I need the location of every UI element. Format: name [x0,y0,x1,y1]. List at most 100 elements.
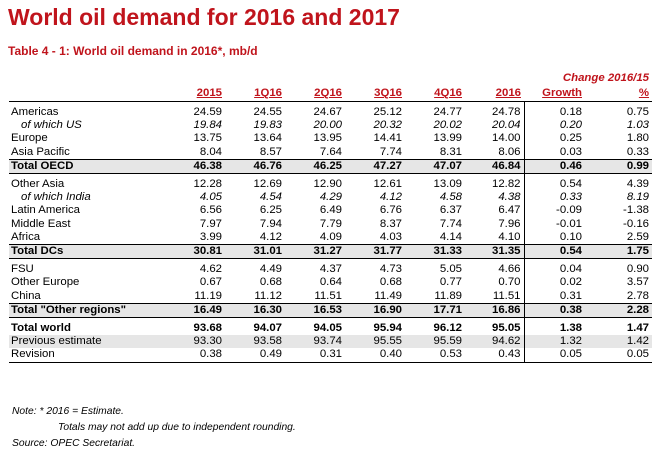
table-row-americas: Americas 24.59 24.55 24.67 25.12 24.77 24.78 0.… [9,106,652,120]
table-cell: 31.33 [405,244,465,260]
col-header-1q16: 1Q16 [225,86,285,102]
table-cell: 6.25 [259,204,282,217]
table-cell: 93.74 [285,335,345,349]
header-row-top: Change 2016/15 [9,70,652,86]
row-label: China [11,289,41,302]
table-cell: 4.54 [259,191,282,204]
table-cell: 3.99 [199,230,222,243]
table-cell: 0.18 [523,106,585,120]
table-cell: 6.56 [199,204,222,217]
table-cell: 24.78 [491,106,521,118]
table-cell: 5.05 [439,263,462,276]
table-cell: 13.95 [313,132,342,145]
note-source: Source: OPEC Secretariat. [12,438,136,449]
table-cell: 4.09 [319,230,342,243]
table-cell: 11.51 [314,289,342,302]
table-cell: 20.00 [313,119,342,132]
table-cell: -0.09 [523,204,585,218]
col-header-4q16: 4Q16 [405,86,465,102]
col-header-percent: % [585,86,653,102]
table-cell: 46.38 [160,158,225,175]
table-cell: 94.07 [253,322,282,335]
table-cell: 6.76 [379,204,402,217]
table-cell: 46.76 [225,158,285,175]
table-cell: 0.68 [379,276,402,289]
table-cell: 16.53 [285,302,345,319]
row-label: Middle East [11,217,71,230]
table-cell: 2.59 [626,230,650,243]
table-cell: 6.49 [319,204,342,217]
row-label: of which US [21,119,82,132]
table-cell: 30.81 [160,244,225,260]
table-cell: 4.73 [379,263,402,276]
table-cell: 7.74 [379,145,402,158]
table-cell: 24.59 [193,106,222,118]
table-row-revision: Revision 0.38 0.49 0.31 0.40 0.53 0.43 0.05 0.05 [9,348,653,363]
table-cell: 4.49 [259,263,282,276]
table-cell: 4.29 [319,191,342,204]
table-cell: 3.57 [626,276,650,289]
row-label: Revision [9,348,160,363]
table-cell: 4.05 [199,191,222,204]
table-cell: 2.78 [626,289,650,302]
table-cell: 13.09 [433,178,462,191]
table-cell: 11.49 [374,289,402,302]
table-cell: 7.96 [498,217,521,230]
spacer-row [9,258,652,264]
row-label: Europe [11,132,48,145]
table-cell: 7.79 [319,217,342,230]
table-cell: 0.05 [523,348,585,363]
table-cell: 0.31 [285,348,345,363]
table-row-total-other-regions: Total "Other regions" 16.49 16.30 16.53 16.9… [9,302,653,319]
table-row-total-world: Total world 93.68 94.07 94.05 95.94 96.12 95.0… [9,322,652,336]
table-row-of-which-us: of which US 19.84 19.83 20.00 20.32 20.02 20.0… [9,119,652,133]
table-cell: 12.69 [253,178,282,191]
table-cell: 2.28 [585,302,653,319]
table-cell: 13.75 [193,132,222,145]
table-row-middle-east: Middle East 7.97 7.94 7.79 8.37 7.74 7.96 -0.01… [9,217,652,231]
table-cell: 0.54 [523,244,585,260]
table-cell: 19.84 [193,119,222,132]
table-row-previous-estimate: Previous estimate 93.30 93.58 93.74 95.55 95.… [9,335,653,349]
table-cell: 96.12 [433,322,462,335]
table-cell: 0.31 [523,289,585,304]
table-cell: 12.61 [373,178,402,191]
table-cell: 12.82 [491,178,521,191]
table-cell: 19.83 [253,119,282,132]
oil-demand-table: Change 2016/15 2015 1Q16 2Q16 3Q16 4Q16 … [9,70,653,363]
table-cell: 20.04 [491,119,521,132]
table-cell: 4.12 [379,191,402,204]
table-cell: 31.27 [285,244,345,260]
table-cell: 24.67 [313,106,342,118]
table-cell: 95.59 [405,335,465,349]
table-row-latin-america: Latin America 6.56 6.25 6.49 6.76 6.37 6.47 -0.… [9,204,652,218]
table-cell: 0.67 [199,276,222,289]
table-cell: 0.46 [523,158,585,175]
row-label: of which India [21,191,91,204]
table-cell: 14.00 [491,132,521,145]
table-cell: 31.01 [225,244,285,260]
table-cell: 0.05 [585,348,653,363]
row-label: Total DCs [9,244,160,260]
table-cell: 0.68 [259,276,282,289]
table-cell: 7.64 [319,145,342,158]
table-cell: 20.32 [373,119,402,132]
table-cell: 11.89 [434,289,462,302]
table-body: Change 2016/15 2015 1Q16 2Q16 3Q16 4Q16 … [9,70,653,363]
table-cell: 93.68 [193,322,222,335]
table-row-total-oecd: Total OECD 46.38 46.76 46.25 47.27 47.07 46.84… [9,158,653,175]
table-cell: 8.57 [259,145,282,158]
table-cell: 1.75 [585,244,653,260]
table-cell: 0.70 [498,276,521,289]
table-cell: 46.25 [285,158,345,175]
table-cell: 11.51 [492,289,521,302]
table-cell: 47.27 [345,158,405,175]
table-cell: 0.43 [465,348,524,363]
table-cell: 7.97 [199,217,222,230]
table-cell: 16.30 [225,302,285,319]
table-cell: 8.31 [439,145,462,158]
table-row-total-dcs: Total DCs 30.81 31.01 31.27 31.77 31.33 31.35 0… [9,244,653,260]
col-header-growth: Growth [524,86,585,102]
col-header-2016: 2016 [465,86,524,102]
